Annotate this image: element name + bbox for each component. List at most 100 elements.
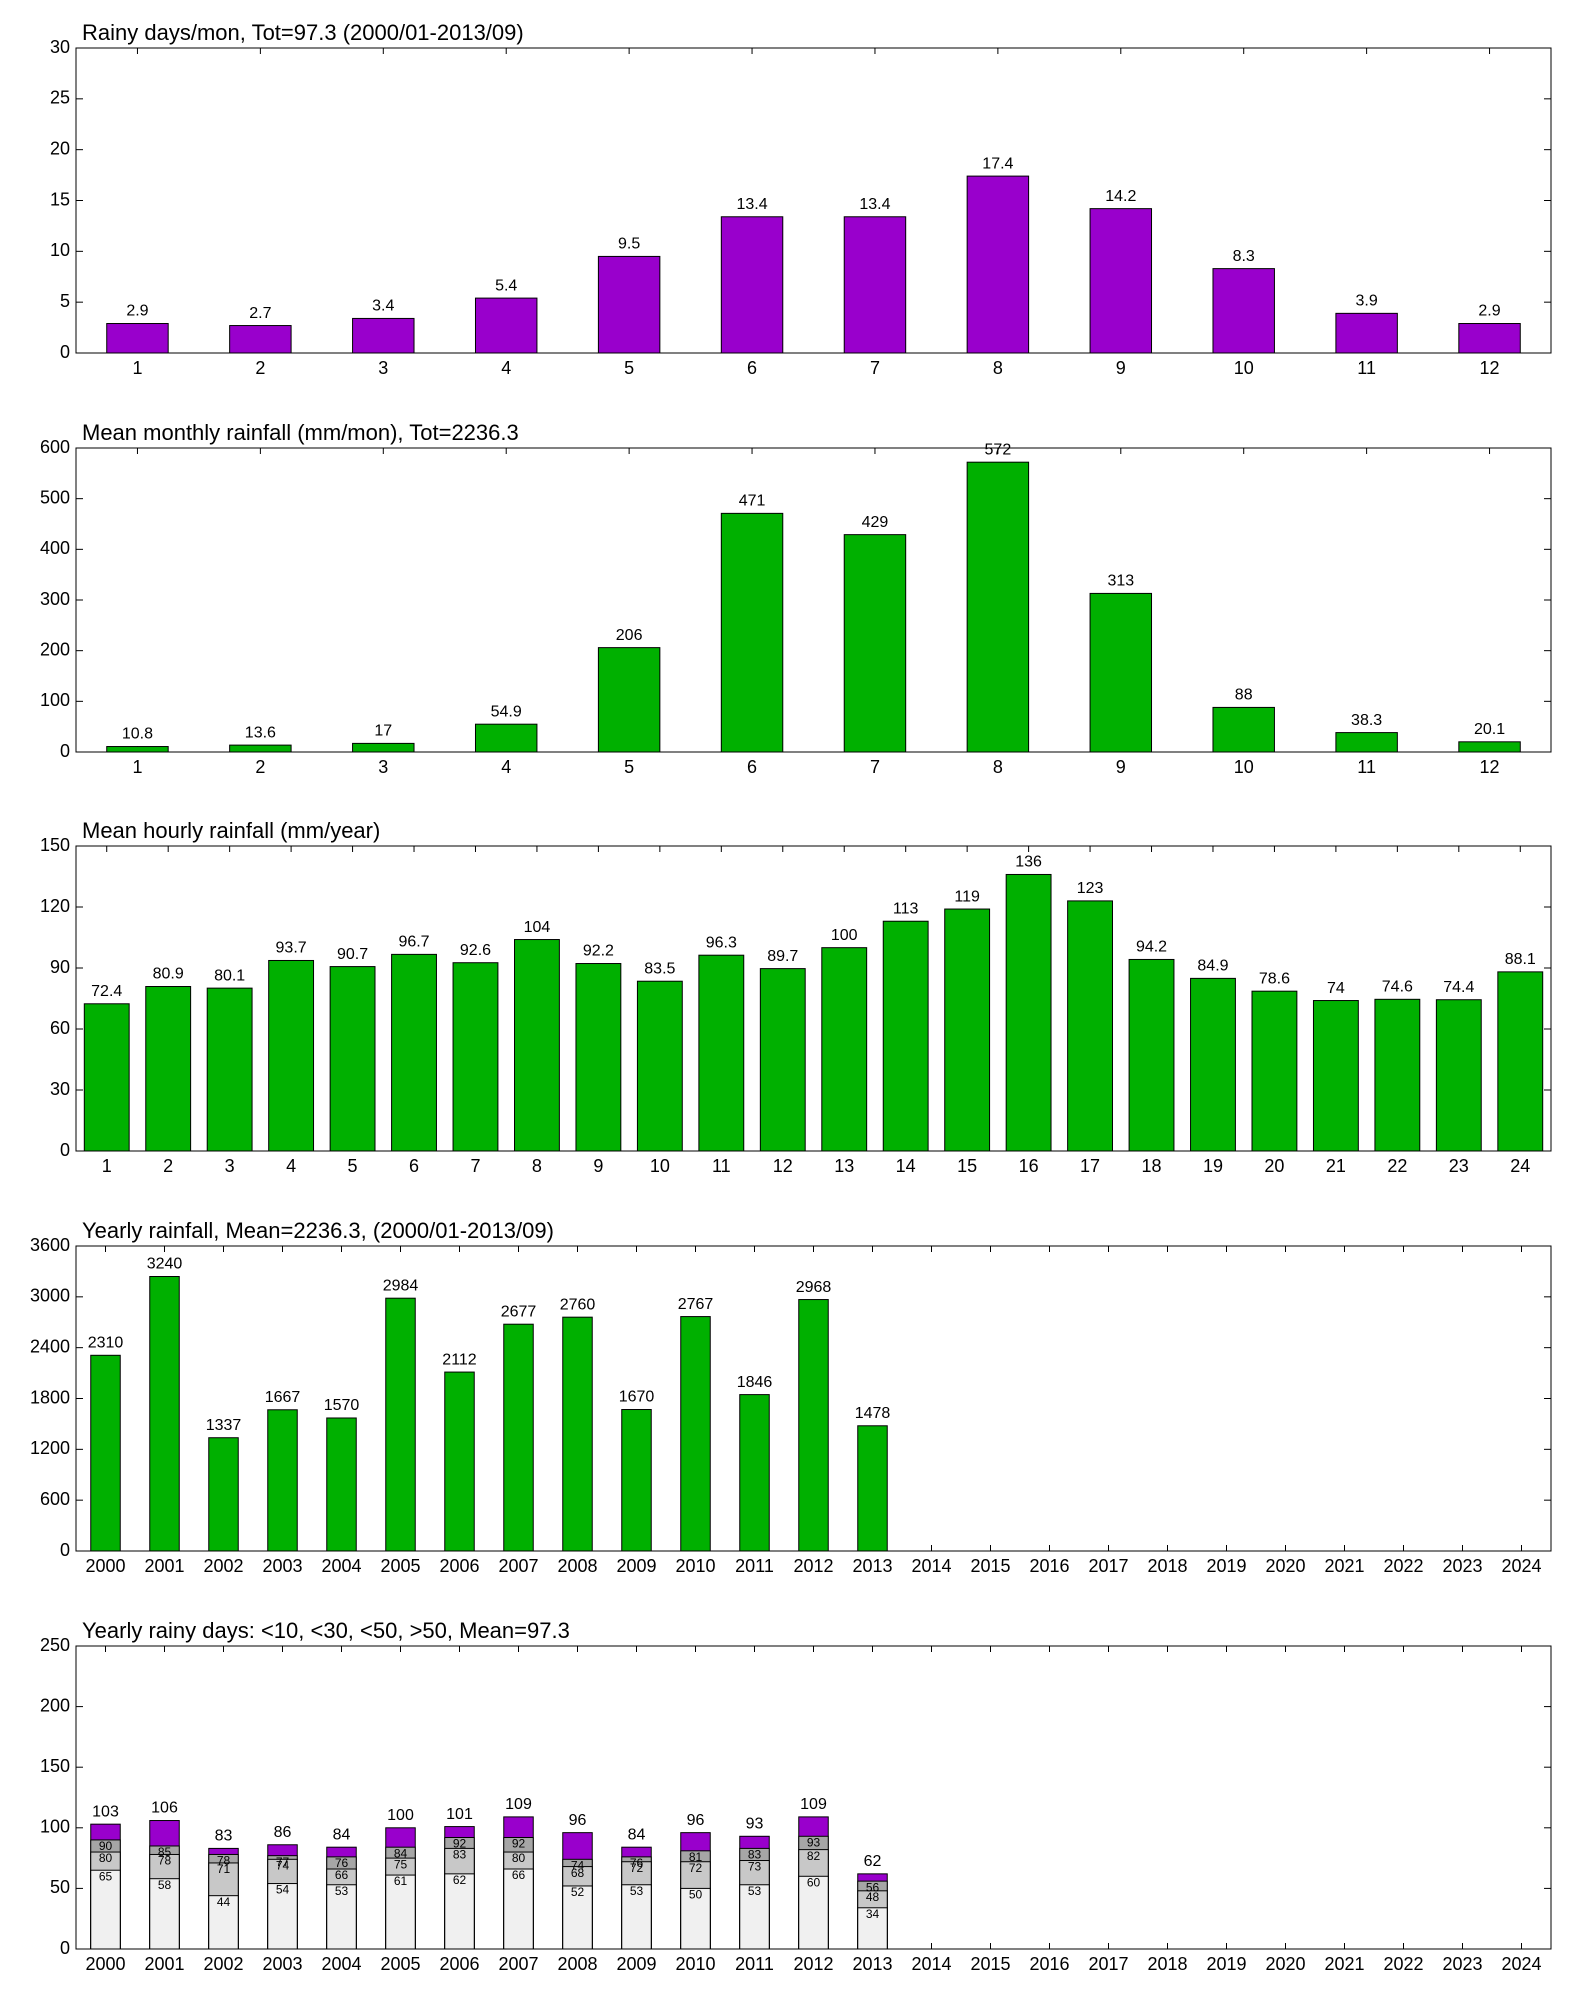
bar — [1005, 873, 1052, 1152]
value-label: 1670 — [619, 1389, 655, 1406]
value-label: 10.8 — [122, 726, 153, 743]
bar — [739, 1394, 770, 1552]
bar — [1374, 998, 1421, 1152]
value-label: 93 — [807, 1835, 821, 1849]
bar — [503, 1323, 534, 1552]
value-label: 74.6 — [1382, 979, 1413, 996]
y-tick-label: 400 — [40, 538, 70, 558]
y-tick-label: 25 — [50, 88, 70, 108]
value-label: 62 — [864, 1853, 882, 1870]
bar — [452, 962, 499, 1152]
x-tick-label: 1 — [132, 358, 142, 378]
x-tick-label: 20 — [1264, 1156, 1284, 1176]
value-label: 2310 — [88, 1335, 124, 1352]
x-tick-label: 2009 — [616, 1954, 656, 1974]
x-tick-label: 2022 — [1383, 1954, 1423, 1974]
value-label: 83 — [748, 1848, 762, 1862]
bar — [83, 1003, 130, 1152]
x-tick-label: 2007 — [498, 1556, 538, 1576]
bar — [1212, 706, 1275, 753]
value-label: 74 — [571, 1858, 585, 1872]
x-tick-label: 2006 — [439, 1556, 479, 1576]
x-tick-label: 2012 — [793, 1954, 833, 1974]
value-label: 100 — [387, 1807, 414, 1824]
x-tick-label: 9 — [1116, 757, 1126, 777]
value-label: 78.6 — [1259, 970, 1290, 987]
x-tick-label: 15 — [957, 1156, 977, 1176]
value-label: 96 — [569, 1812, 587, 1829]
bar — [106, 746, 169, 753]
value-label: 58 — [158, 1878, 172, 1892]
bar — [206, 987, 253, 1152]
bar — [1089, 592, 1153, 753]
y-tick-label: 0 — [60, 1938, 70, 1958]
bar — [621, 1409, 652, 1552]
value-label: 74.4 — [1443, 979, 1474, 996]
value-label: 2984 — [383, 1277, 419, 1294]
value-label: 75 — [394, 1857, 408, 1871]
x-tick-label: 2008 — [557, 1954, 597, 1974]
y-tick-label: 600 — [40, 1489, 70, 1509]
bar — [698, 954, 745, 1152]
value-label: 92.2 — [583, 943, 614, 960]
value-label: 83 — [453, 1848, 467, 1862]
y-tick-label: 150 — [40, 1756, 70, 1776]
value-label: 52 — [571, 1885, 585, 1899]
chart-title: Yearly rainy days: <10, <30, <50, >50, M… — [82, 1618, 570, 1643]
value-label: 313 — [1107, 573, 1134, 590]
value-label: 104 — [524, 919, 551, 936]
bar — [326, 1417, 357, 1552]
value-label: 34 — [866, 1907, 880, 1921]
value-label: 2968 — [796, 1279, 832, 1296]
bar — [149, 1878, 180, 1950]
axes-box — [75, 447, 1552, 753]
x-tick-label: 2004 — [321, 1556, 361, 1576]
bar — [759, 968, 806, 1152]
value-label: 53 — [748, 1884, 762, 1898]
y-tick-label: 100 — [40, 690, 70, 710]
value-label: 84 — [628, 1826, 646, 1843]
value-label: 78 — [158, 1854, 172, 1868]
bar — [145, 986, 192, 1152]
value-label: 60 — [807, 1875, 821, 1889]
x-tick-label: 2003 — [262, 1556, 302, 1576]
value-label: 2.7 — [249, 305, 271, 322]
value-label: 13.4 — [736, 196, 767, 213]
bar — [352, 317, 415, 354]
x-tick-label: 2013 — [852, 1954, 892, 1974]
value-label: 90.7 — [337, 946, 368, 963]
x-tick-label: 2024 — [1501, 1954, 1541, 1974]
y-tick-label: 100 — [40, 1817, 70, 1837]
x-tick-label: 2004 — [321, 1954, 361, 1974]
x-tick-label: 7 — [870, 358, 880, 378]
value-label: 80.1 — [214, 967, 245, 984]
bar — [229, 744, 292, 753]
value-label: 8.3 — [1233, 248, 1255, 265]
bar — [1335, 312, 1398, 354]
y-tick-label: 500 — [40, 487, 70, 507]
x-tick-label: 2014 — [911, 1954, 951, 1974]
value-label: 2.9 — [1478, 303, 1500, 320]
y-tick-label: 10 — [50, 240, 70, 260]
value-label: 1478 — [855, 1405, 891, 1422]
value-label: 103 — [92, 1803, 119, 1820]
value-label: 92 — [512, 1837, 526, 1851]
bar — [798, 1299, 829, 1552]
value-label: 44 — [217, 1895, 231, 1909]
x-tick-label: 10 — [1234, 757, 1254, 777]
x-tick-label: 5 — [348, 1156, 358, 1176]
bar — [720, 512, 784, 753]
x-tick-label: 2016 — [1029, 1556, 1069, 1576]
x-tick-label: 19 — [1203, 1156, 1223, 1176]
x-tick-label: 2024 — [1501, 1556, 1541, 1576]
value-label: 17 — [374, 723, 392, 740]
bar — [597, 647, 661, 753]
bar — [680, 1887, 711, 1950]
value-label: 53 — [630, 1884, 644, 1898]
x-tick-label: 2001 — [144, 1556, 184, 1576]
value-label: 68 — [571, 1866, 585, 1880]
x-tick-label: 2006 — [439, 1954, 479, 1974]
value-label: 76 — [630, 1856, 644, 1870]
bar — [385, 1874, 416, 1950]
